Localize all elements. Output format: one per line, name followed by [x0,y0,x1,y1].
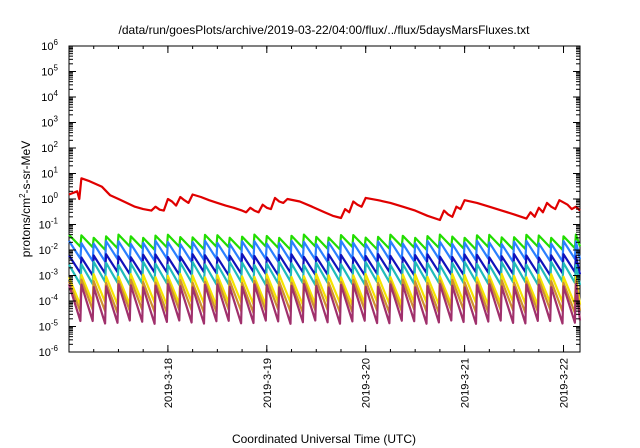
y-tick-label: 10-1 [39,217,59,232]
y-tick-base: 10 [41,194,53,206]
y-tick-label: 102 [41,140,58,155]
y-tick-exp: 3 [54,115,59,124]
y-tick-exp: 0 [54,191,59,200]
y-tick-base: 10 [41,143,53,155]
y-tick-exp: 5 [54,64,59,73]
y-tick-label: 103 [41,115,58,130]
y-tick-base: 10 [41,41,53,53]
y-tick-exp: -6 [51,344,59,353]
series-layer [67,177,582,325]
y-axis: 10610510410310210110010-110-210-310-410-… [39,38,580,359]
series-line-0 [68,177,581,222]
x-tick-label: 2019-3-21 [460,358,472,408]
y-tick-base: 10 [41,92,53,104]
y-tick-exp: -2 [51,242,59,251]
y-tick-exp: -5 [51,319,59,328]
x-tick-label: 2019-3-22 [559,358,571,408]
y-tick-exp: 1 [54,166,59,175]
y-tick-base: 10 [39,271,51,283]
y-tick-label: 10-4 [39,293,59,308]
y-tick-label: 10-5 [39,319,59,334]
y-tick-label: 101 [41,166,58,181]
plot-frame [68,45,581,353]
y-tick-base: 10 [39,220,51,232]
y-tick-label: 100 [41,191,58,206]
y-tick-exp: 6 [54,38,59,47]
series-line-7 [67,283,582,325]
y-tick-base: 10 [39,245,51,257]
y-tick-exp: -4 [51,293,59,302]
y-tick-label: 10-6 [39,344,59,359]
x-axis-label: Coordinated Universal Time (UTC) [232,432,416,446]
y-tick-exp: -1 [51,217,59,226]
y-tick-base: 10 [41,118,53,130]
x-tick-label: 2019-3-19 [262,358,274,408]
x-axis: 2019-3-18 2019-3-19 2019-3-20 2019-3-21 2019… [68,46,571,408]
y-tick-base: 10 [41,67,53,79]
y-tick-label: 105 [41,64,58,79]
y-tick-base: 10 [39,296,51,308]
y-tick-base: 10 [41,169,53,181]
x-tick-label: 2019-3-18 [163,358,175,408]
x-tick-label: 2019-3-20 [361,358,373,408]
y-tick-base: 10 [39,347,51,359]
y-tick-exp: -3 [51,268,59,277]
y-axis-label-sup: 2 [18,193,27,198]
y-axis-label-tail: -s-sr-MeV [19,141,33,194]
chart-title: /data/run/goesPlots/archive/2019-03-22/0… [119,23,531,37]
y-tick-label: 10-3 [39,268,59,283]
y-tick-base: 10 [39,322,51,334]
y-axis-label-main: protons/cm [19,198,33,257]
y-tick-exp: 2 [54,140,59,149]
y-tick-label: 106 [41,38,58,53]
y-tick-exp: 4 [54,89,59,98]
y-tick-label: 104 [41,89,58,104]
y-tick-label: 10-2 [39,242,59,257]
y-axis-label: protons/cm2-s-sr-MeV [18,141,33,257]
